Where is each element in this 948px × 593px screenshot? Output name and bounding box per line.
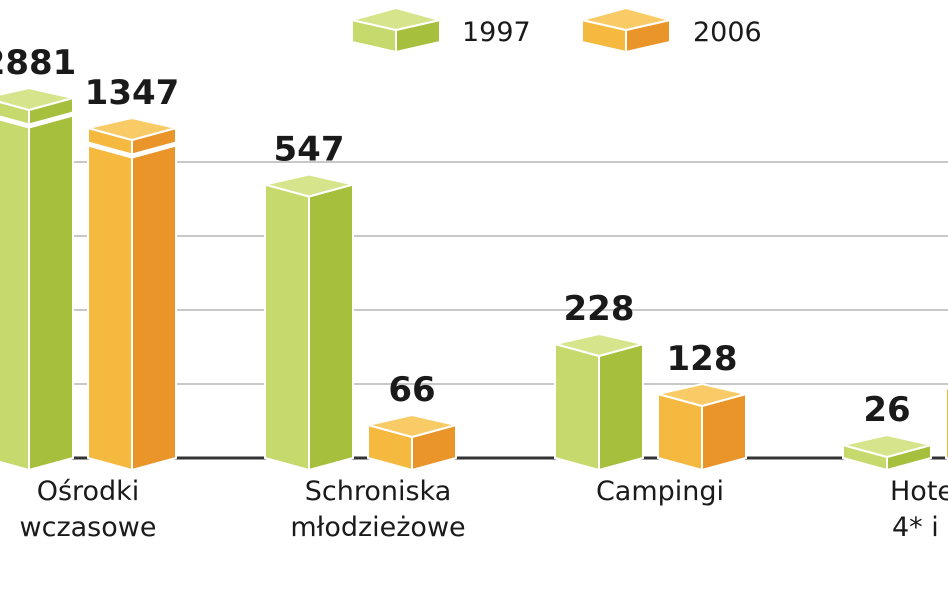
category-label: wczasowe xyxy=(20,512,157,543)
data-label: 228 xyxy=(564,289,635,329)
bar-2006-front-face xyxy=(87,126,133,472)
category-label: Schroniska xyxy=(305,476,452,507)
bar-1997-front-face xyxy=(264,183,310,472)
category-label: 4* i xyxy=(892,512,939,543)
bar-1997-top-face xyxy=(554,332,644,358)
bar-1997-top-face xyxy=(842,433,932,459)
category-label: młodzieżowe xyxy=(290,512,465,543)
bar-2006-axis-break xyxy=(87,141,177,159)
data-label: 2881 xyxy=(0,43,76,83)
bar-1997-front-face xyxy=(0,101,30,472)
bar-2006-top-face xyxy=(367,413,457,439)
bar-1997-side-face xyxy=(308,183,354,472)
legend-label: 2006 xyxy=(693,17,762,48)
category-label: Hote xyxy=(890,476,948,507)
bar-2006-front-face xyxy=(657,392,703,472)
data-label: 26 xyxy=(863,390,910,430)
bar-2006-side-face xyxy=(131,126,177,472)
bar-1997-axis-break xyxy=(0,111,74,129)
bar-1997-front-face xyxy=(554,342,600,472)
data-label: 1347 xyxy=(85,73,180,113)
legend-swatch-2006 xyxy=(581,6,671,32)
bar-1997-side-face xyxy=(28,96,74,472)
data-label: 66 xyxy=(388,370,435,410)
category-label: Campingi xyxy=(596,476,724,507)
bar-1997-top-face xyxy=(264,173,354,198)
data-label: 547 xyxy=(274,130,345,170)
legend-swatch-1997 xyxy=(351,6,441,32)
data-label: 128 xyxy=(667,339,738,379)
bar-1997-side-face xyxy=(598,342,644,472)
bar-1997-top-face xyxy=(0,86,74,112)
category-label: Ośrodki xyxy=(37,476,140,507)
bar-2006-top-face xyxy=(657,382,747,408)
bar-2006-side-face xyxy=(701,392,747,472)
legend-label: 1997 xyxy=(462,17,531,48)
bar-2006-top-face xyxy=(87,116,177,142)
